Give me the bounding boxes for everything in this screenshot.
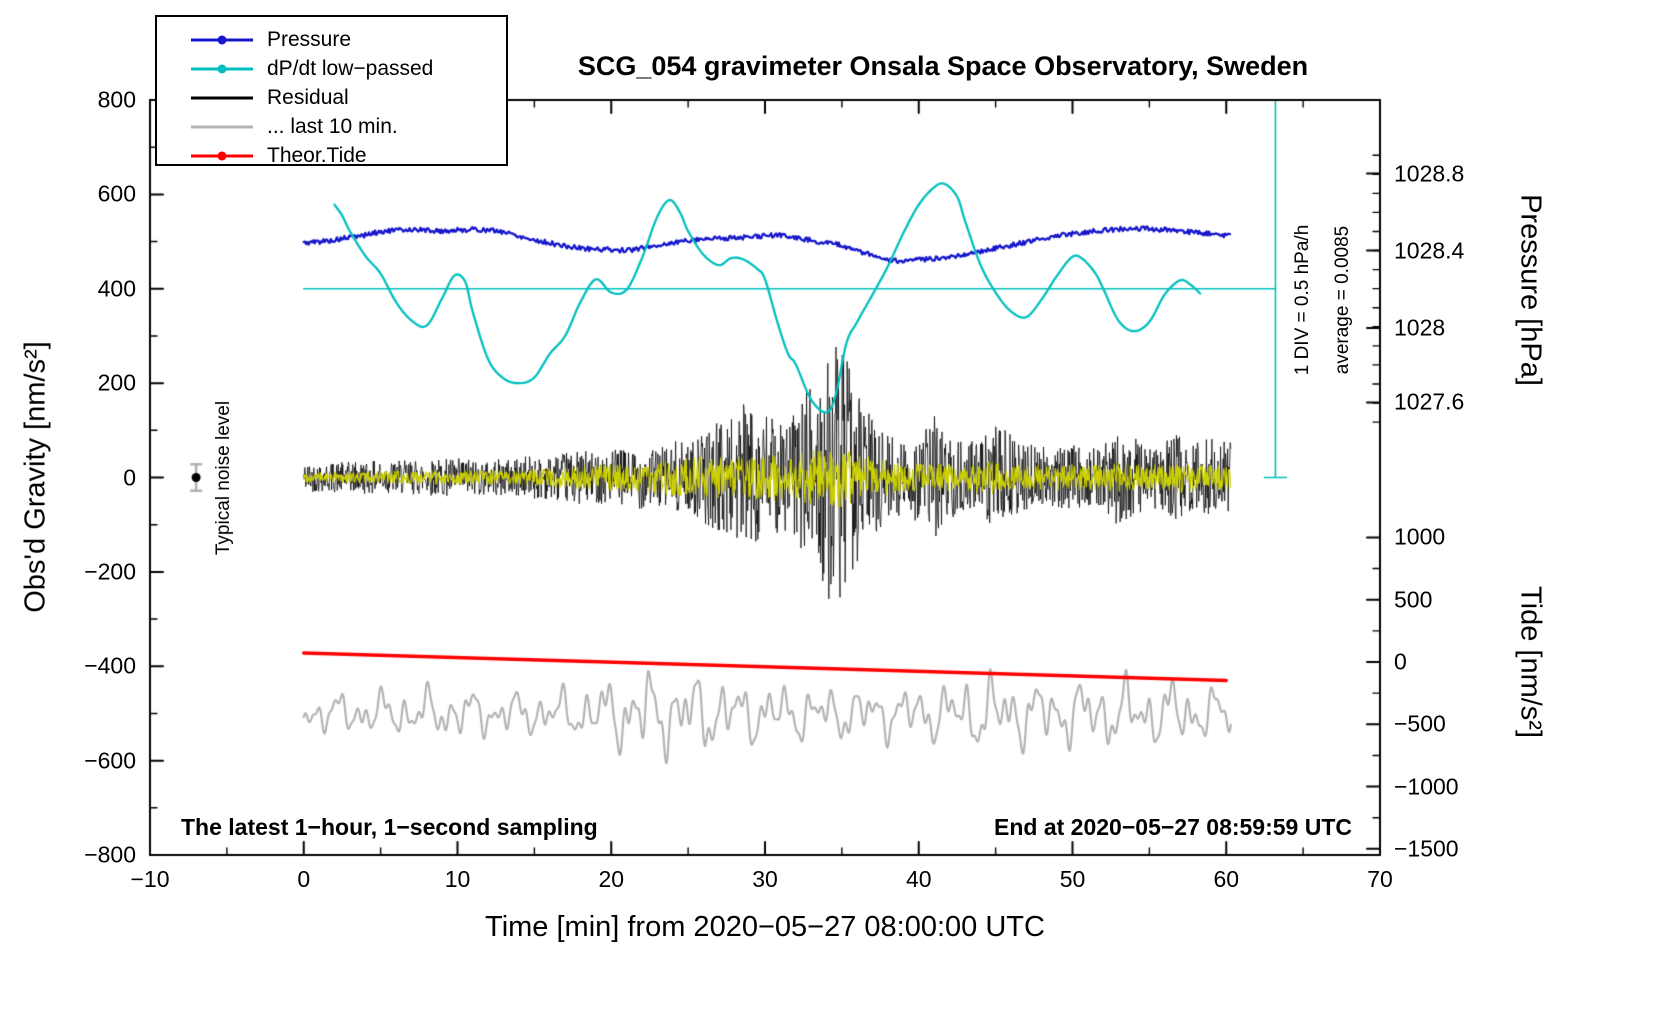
- annotation-average: average = 0.0085: [1332, 225, 1353, 375]
- legend-item-last10min: ... last 10 min.: [157, 112, 506, 141]
- x-axis-label: Time [min] from 2020−05−27 08:00:00 UTC: [485, 911, 1045, 943]
- pressure-tick-label: 1028: [1394, 314, 1446, 341]
- pressure-tick-label: 1028.8: [1394, 160, 1465, 187]
- annotation-div-scale: 1 DIV = 0.5 hPa/h: [1292, 224, 1313, 376]
- legend-item-theor-tide: Theor.Tide: [157, 141, 506, 170]
- annotation-noise-level: Typical noise level: [213, 400, 234, 556]
- x-tick-label: 60: [1213, 866, 1240, 892]
- legend-item-residual: Residual: [157, 83, 506, 112]
- legend-label: Theor.Tide: [267, 143, 367, 167]
- x-tick-label: 70: [1367, 866, 1393, 892]
- legend-marker-dot: [217, 64, 227, 73]
- tide-tick-label: 500: [1394, 586, 1433, 613]
- legend-label: Residual: [267, 85, 349, 109]
- tide-tick-label: 0: [1394, 648, 1407, 675]
- gravity-tick-label: 200: [97, 369, 136, 396]
- legend-line: [191, 96, 253, 99]
- legend-marker-dot: [217, 35, 227, 44]
- last10min-line-sample: [191, 112, 253, 141]
- pressure-tick-label: 1027.6: [1394, 388, 1465, 415]
- end-time-note: End at 2020−05−27 08:59:59 UTC: [994, 814, 1352, 840]
- sampling-note: The latest 1−hour, 1−second sampling: [181, 814, 598, 840]
- gravity-tick-label: −200: [84, 558, 136, 585]
- residual-line-sample: [191, 83, 253, 112]
- gravity-tick-label: 800: [97, 86, 136, 113]
- y-axis-label-gravity: Obs'd Gravity [nm/s²]: [19, 341, 52, 613]
- pressure-tick-label: 1028.4: [1394, 237, 1465, 264]
- x-tick-label: 0: [297, 866, 311, 892]
- tide-tick-label: −1000: [1394, 773, 1459, 800]
- gravity-tick-label: −800: [84, 841, 136, 868]
- y-axis-label-pressure: Pressure [hPa]: [1514, 194, 1547, 386]
- legend: Pressure dP/dt low−passed Residual ... l…: [155, 15, 508, 167]
- dpdt-line-sample: [191, 54, 253, 83]
- gravity-tick-label: 600: [97, 180, 136, 207]
- legend-item-dpdt: dP/dt low−passed: [157, 54, 506, 83]
- legend-label: ... last 10 min.: [267, 114, 398, 138]
- x-tick-label: −10: [130, 866, 170, 892]
- gravity-tick-label: 400: [97, 275, 136, 302]
- y-axis-label-tide: Tide [nm/s²]: [1514, 585, 1547, 739]
- tide-tick-label: −1500: [1394, 835, 1459, 862]
- gravity-tick-label: −400: [84, 652, 136, 679]
- legend-label: Pressure: [267, 27, 352, 51]
- legend-line: [191, 125, 253, 128]
- legend-marker-dot: [217, 151, 227, 160]
- x-tick-label: 20: [598, 866, 625, 892]
- x-tick-label: 40: [905, 866, 932, 892]
- x-tick-label: 50: [1059, 866, 1086, 892]
- chart-title: SCG_054 gravimeter Onsala Space Observat…: [577, 51, 1309, 81]
- theor-tide-line-sample: [191, 141, 253, 170]
- gravity-tick-label: 0: [123, 464, 136, 490]
- pressure-line-sample: [191, 25, 253, 54]
- gravity-tick-label: −600: [84, 747, 136, 774]
- tide-tick-label: −500: [1394, 710, 1446, 737]
- x-tick-label: 10: [444, 866, 471, 892]
- legend-label: dP/dt low−passed: [267, 56, 434, 80]
- legend-item-pressure: Pressure: [157, 25, 506, 54]
- x-tick-label: 30: [752, 866, 778, 892]
- tide-tick-label: 1000: [1394, 523, 1446, 550]
